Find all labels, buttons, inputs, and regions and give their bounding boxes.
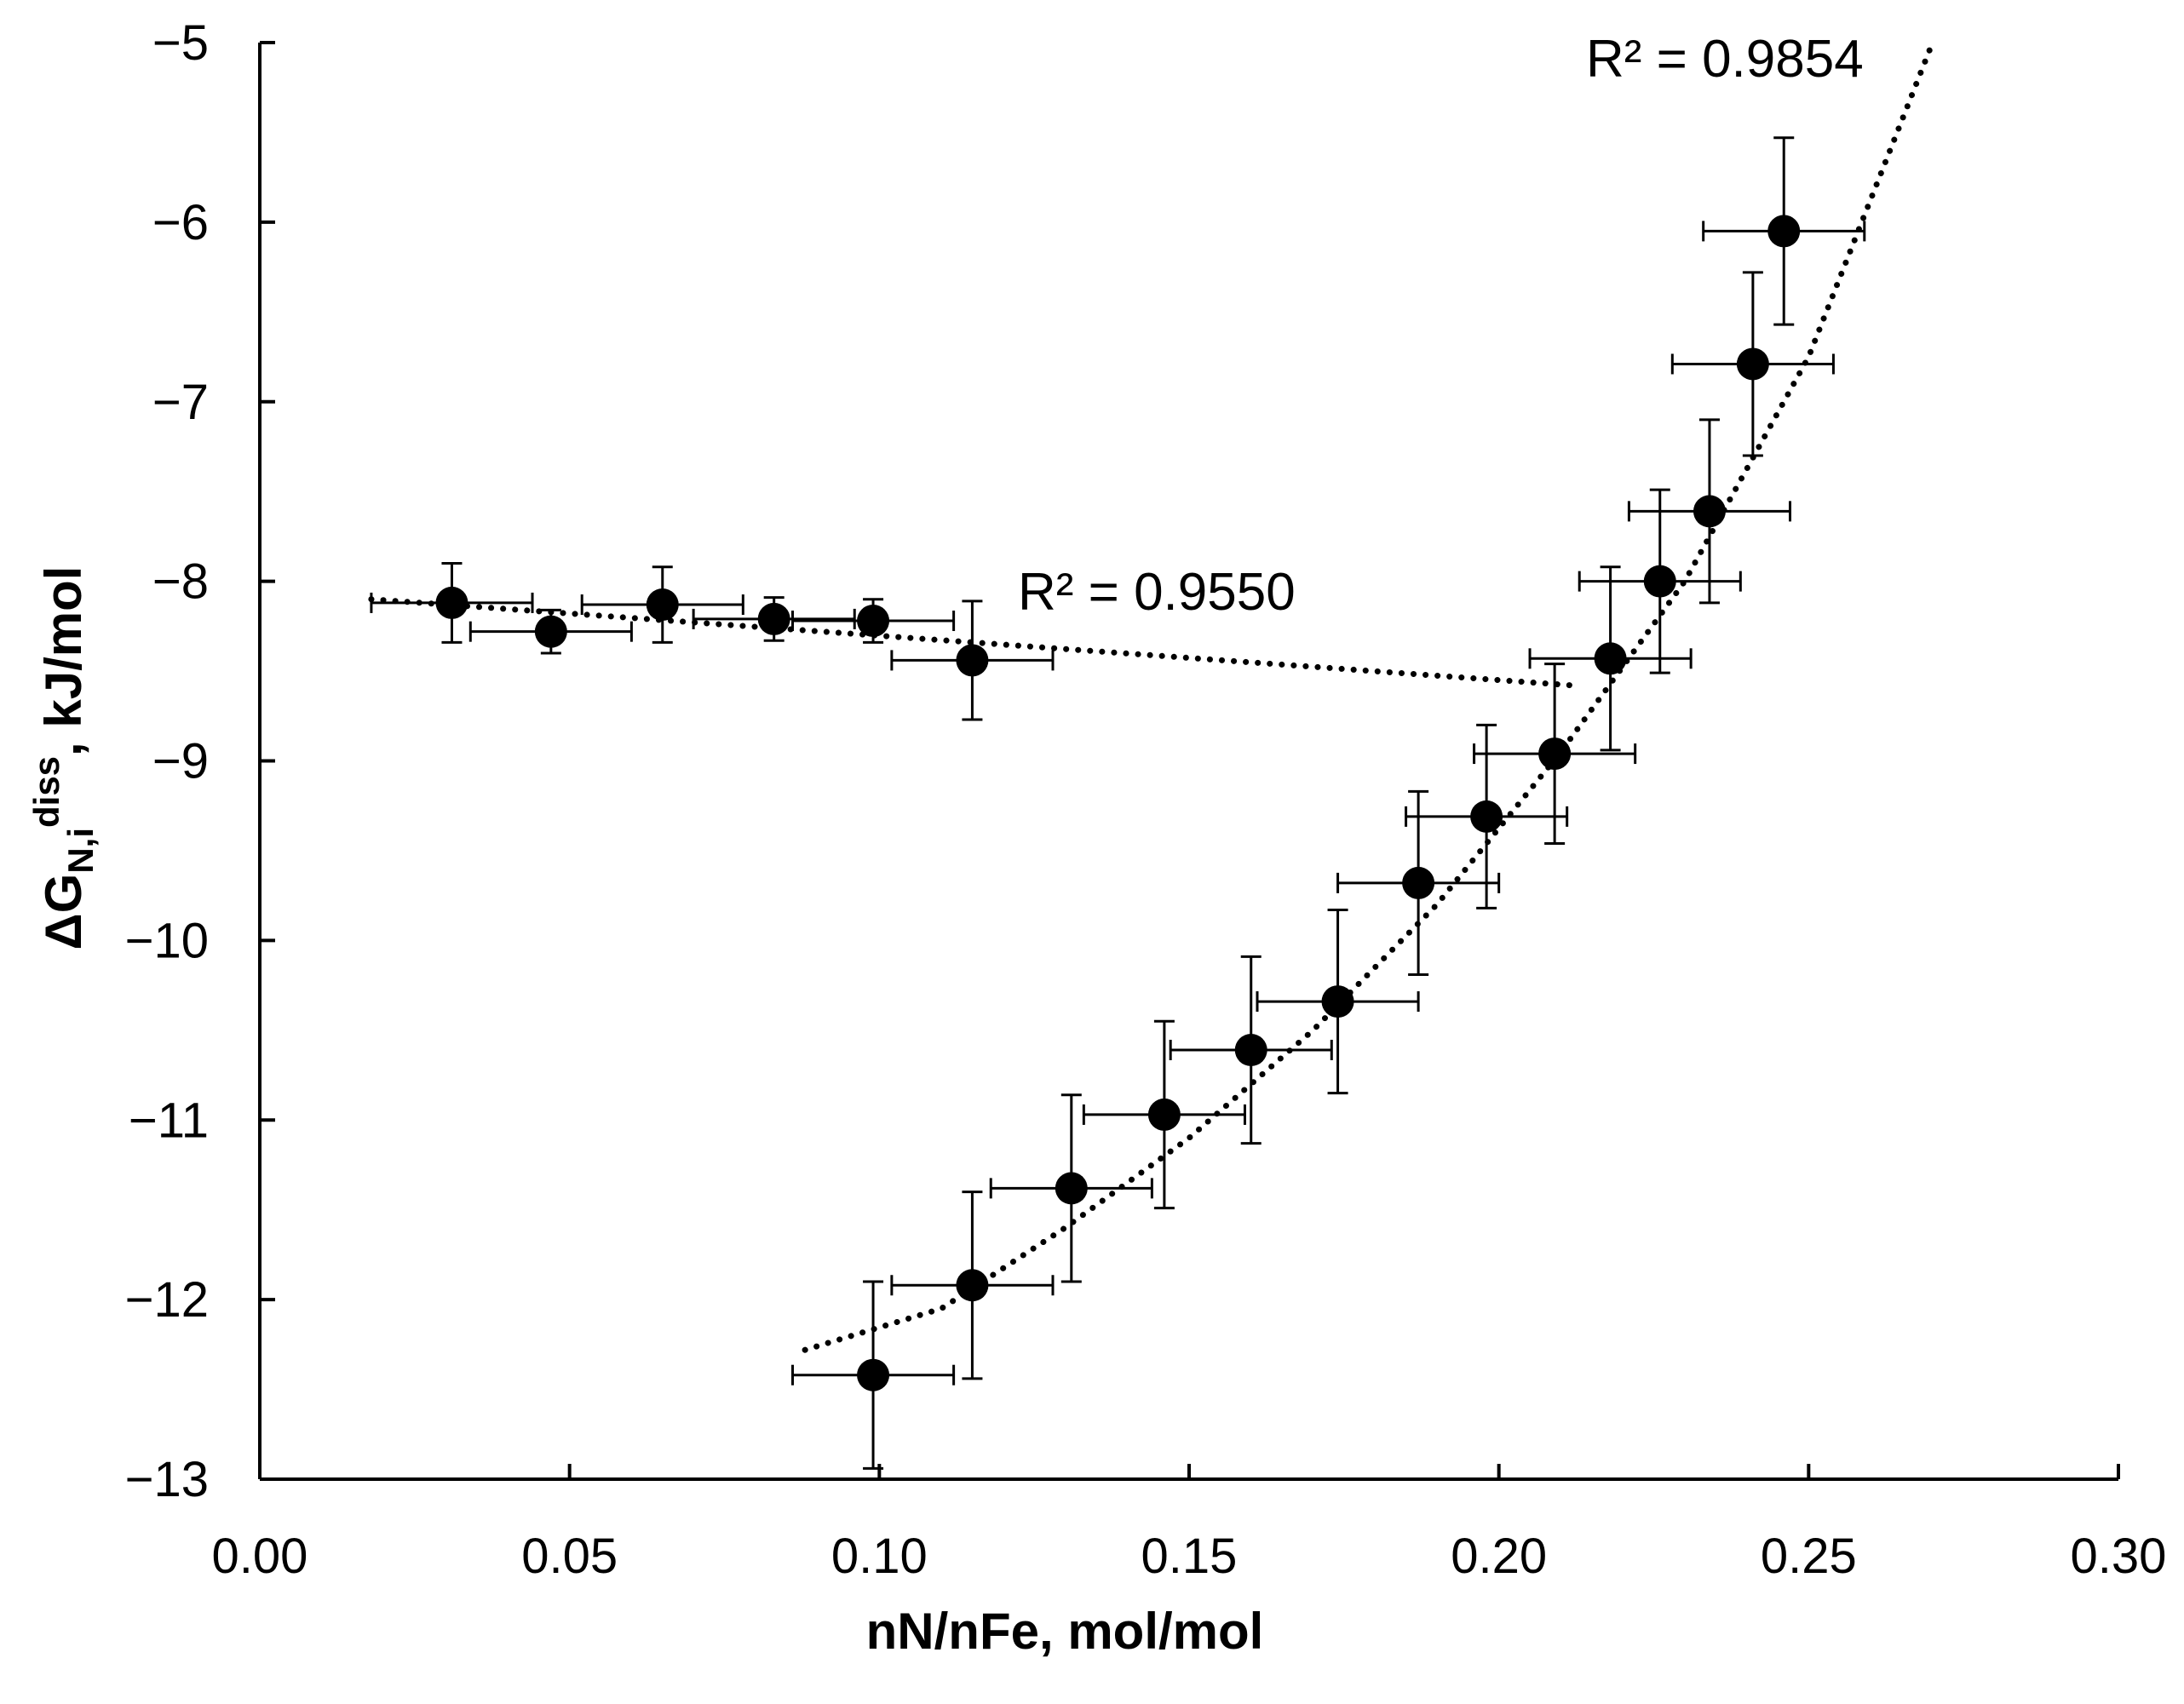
- data-point-high-branch: [1767, 215, 1801, 248]
- data-point-high-branch: [1538, 737, 1572, 771]
- data-point-low-branch: [646, 588, 679, 622]
- y-axis-title-subscript: N,i: [60, 828, 101, 874]
- y-tick-label: −5: [152, 15, 209, 71]
- r2-annotation-low-branch: R² = 0.9550: [1018, 563, 1296, 622]
- y-tick-label: −11: [129, 1093, 209, 1148]
- trendline-high-branch: [802, 39, 1936, 1353]
- data-point-high-branch: [857, 1358, 890, 1391]
- y-axis-title: ΔGN,idiss, kJ/mol: [26, 566, 101, 950]
- y-axis-title-unit: , kJ/mol: [35, 566, 92, 756]
- trendlines: [368, 39, 1936, 1353]
- x-tick-label: 0.30: [2071, 1529, 2167, 1584]
- y-tick-label: −10: [125, 913, 209, 968]
- x-tick-label: 0.00: [212, 1529, 308, 1584]
- x-tick-label: 0.10: [831, 1529, 928, 1584]
- y-tick-label: −8: [152, 554, 209, 610]
- y-tick-label: −9: [152, 734, 209, 789]
- data-point-high-branch: [1234, 1034, 1267, 1067]
- y-tick-label: −7: [152, 375, 209, 430]
- data-point-low-branch: [956, 644, 989, 677]
- y-tick-labels: −5 −6 −7 −8 −9 −10 −11 −12 −13: [125, 15, 209, 1507]
- data-point-high-branch: [1055, 1172, 1088, 1205]
- error-bars: [370, 136, 1866, 1470]
- data-point-high-branch: [1594, 642, 1627, 675]
- x-axis-title: nN/nFe, mol/mol: [866, 1603, 1264, 1660]
- y-tick-label: −12: [125, 1272, 209, 1328]
- r2-annotation-high-branch: R² = 0.9854: [1586, 30, 1864, 89]
- y-tick-label: −6: [152, 195, 209, 250]
- data-point-low-branch: [857, 605, 890, 638]
- data-point-high-branch: [1693, 495, 1726, 528]
- data-point-high-branch: [1402, 866, 1435, 899]
- x-tick-labels: 0.00 0.05 0.10 0.15 0.20 0.25 0.30: [212, 1529, 2167, 1584]
- data-point-high-branch: [1736, 347, 1769, 381]
- data-point-high-branch: [1321, 985, 1354, 1018]
- y-axis-title-superscript: diss: [26, 756, 66, 828]
- x-tick-label: 0.20: [1451, 1529, 1547, 1584]
- x-tick-label: 0.05: [521, 1529, 618, 1584]
- x-tick-label: 0.25: [1761, 1529, 1857, 1584]
- axes: [258, 41, 2120, 1481]
- data-point-high-branch: [1147, 1098, 1181, 1131]
- data-point-high-branch: [956, 1269, 989, 1302]
- data-point-low-branch: [534, 615, 567, 648]
- y-tick-label: −13: [125, 1452, 209, 1507]
- y-axis-title-main: ΔG: [35, 874, 92, 950]
- x-tick-label: 0.15: [1141, 1529, 1238, 1584]
- data-point-low-branch: [757, 602, 790, 635]
- data-point-high-branch: [1643, 565, 1676, 598]
- data-points: [435, 215, 1801, 1391]
- data-point-high-branch: [1470, 800, 1503, 833]
- data-point-low-branch: [435, 586, 468, 619]
